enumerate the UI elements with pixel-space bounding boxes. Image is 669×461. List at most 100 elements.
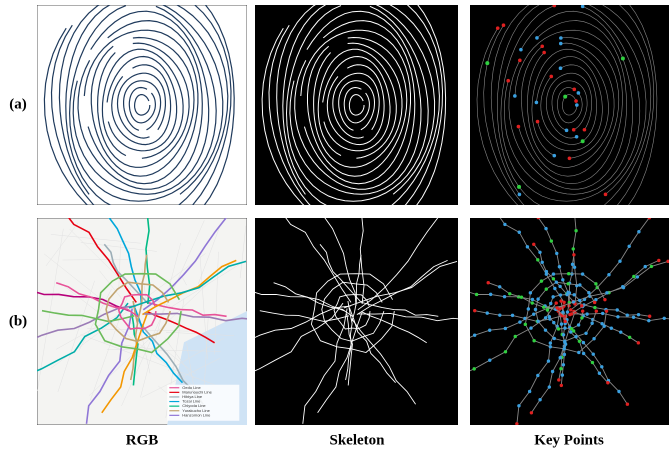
- key-point: [619, 330, 622, 333]
- key-point: [552, 154, 556, 158]
- key-point: [536, 320, 539, 323]
- key-point: [605, 291, 608, 294]
- key-point: [544, 316, 547, 319]
- key-point: [572, 253, 575, 256]
- key-point: [605, 309, 608, 312]
- key-point: [488, 329, 491, 332]
- key-point: [563, 340, 566, 343]
- key-point: [562, 301, 565, 304]
- image-panel: [243, 176, 469, 425]
- key-point: [555, 252, 558, 255]
- key-point: [531, 301, 534, 304]
- key-point: [610, 326, 613, 329]
- key-point: [545, 287, 548, 290]
- key-point: [504, 327, 507, 330]
- key-point: [517, 404, 520, 407]
- key-point: [562, 333, 565, 336]
- key-point: [536, 120, 540, 124]
- key-point: [637, 230, 640, 233]
- key-point: [515, 422, 518, 425]
- key-point: [553, 337, 556, 340]
- key-point: [549, 302, 552, 305]
- key-point: [582, 352, 585, 355]
- key-point: [555, 280, 558, 283]
- key-point: [587, 291, 590, 294]
- key-point: [616, 308, 619, 311]
- key-point: [565, 129, 569, 133]
- key-point: [508, 292, 511, 295]
- key-point: [551, 295, 554, 298]
- key-point: [637, 341, 640, 344]
- key-point: [473, 309, 476, 312]
- key-point: [578, 283, 581, 286]
- key-point: [498, 285, 501, 288]
- key-point: [546, 308, 549, 311]
- key-point: [560, 322, 563, 325]
- key-point: [575, 103, 579, 107]
- key-point: [518, 193, 522, 197]
- key-point: [626, 403, 629, 406]
- row-label: (b): [9, 313, 27, 329]
- key-point: [569, 330, 572, 333]
- key-point: [536, 297, 539, 300]
- key-point: [524, 323, 527, 326]
- key-point: [559, 367, 562, 370]
- key-point: [526, 245, 529, 248]
- key-point: [548, 315, 551, 318]
- key-point: [558, 285, 561, 288]
- key-point: [622, 286, 625, 289]
- row-label: (a): [9, 96, 27, 112]
- key-point: [549, 75, 553, 79]
- key-point: [559, 293, 562, 296]
- key-point: [595, 309, 598, 312]
- key-point: [594, 282, 597, 285]
- key-point: [570, 312, 573, 315]
- key-point: [559, 42, 563, 46]
- key-point: [618, 260, 621, 263]
- key-point: [577, 351, 580, 354]
- key-point: [580, 304, 583, 307]
- key-point: [518, 59, 522, 63]
- key-point: [565, 293, 568, 296]
- key-point: [576, 207, 580, 211]
- column-label: Key Points: [534, 432, 604, 448]
- key-point: [627, 245, 630, 248]
- key-point: [532, 339, 535, 342]
- key-point: [530, 411, 533, 414]
- key-point: [527, 307, 530, 310]
- key-point: [563, 326, 566, 329]
- key-point: [607, 273, 610, 276]
- key-point: [632, 316, 635, 319]
- key-point: [572, 300, 575, 303]
- key-point: [561, 278, 564, 281]
- key-point: [552, 4, 556, 8]
- key-point: [550, 239, 553, 242]
- key-point: [540, 44, 544, 48]
- key-point: [592, 352, 595, 355]
- key-point: [518, 231, 521, 234]
- key-point: [606, 381, 609, 384]
- key-point: [542, 51, 546, 55]
- key-point: [566, 282, 569, 285]
- key-point: [581, 139, 585, 143]
- key-point: [551, 370, 554, 373]
- key-point: [581, 309, 584, 312]
- column-label: RGB: [126, 432, 159, 448]
- key-point: [531, 298, 534, 301]
- key-point: [559, 66, 563, 70]
- key-point: [632, 275, 635, 278]
- key-point: [536, 374, 539, 377]
- key-point: [617, 390, 620, 393]
- key-point: [503, 223, 506, 226]
- key-point: [574, 335, 577, 338]
- legend-entry: Hanzomon Line: [182, 412, 211, 417]
- key-point: [628, 336, 631, 339]
- key-point: [532, 313, 535, 316]
- key-point: [514, 335, 517, 338]
- key-point: [572, 88, 576, 92]
- key-point: [578, 340, 581, 343]
- key-point: [532, 243, 535, 246]
- key-point: [592, 337, 595, 340]
- key-point: [569, 308, 572, 311]
- key-point: [520, 296, 523, 299]
